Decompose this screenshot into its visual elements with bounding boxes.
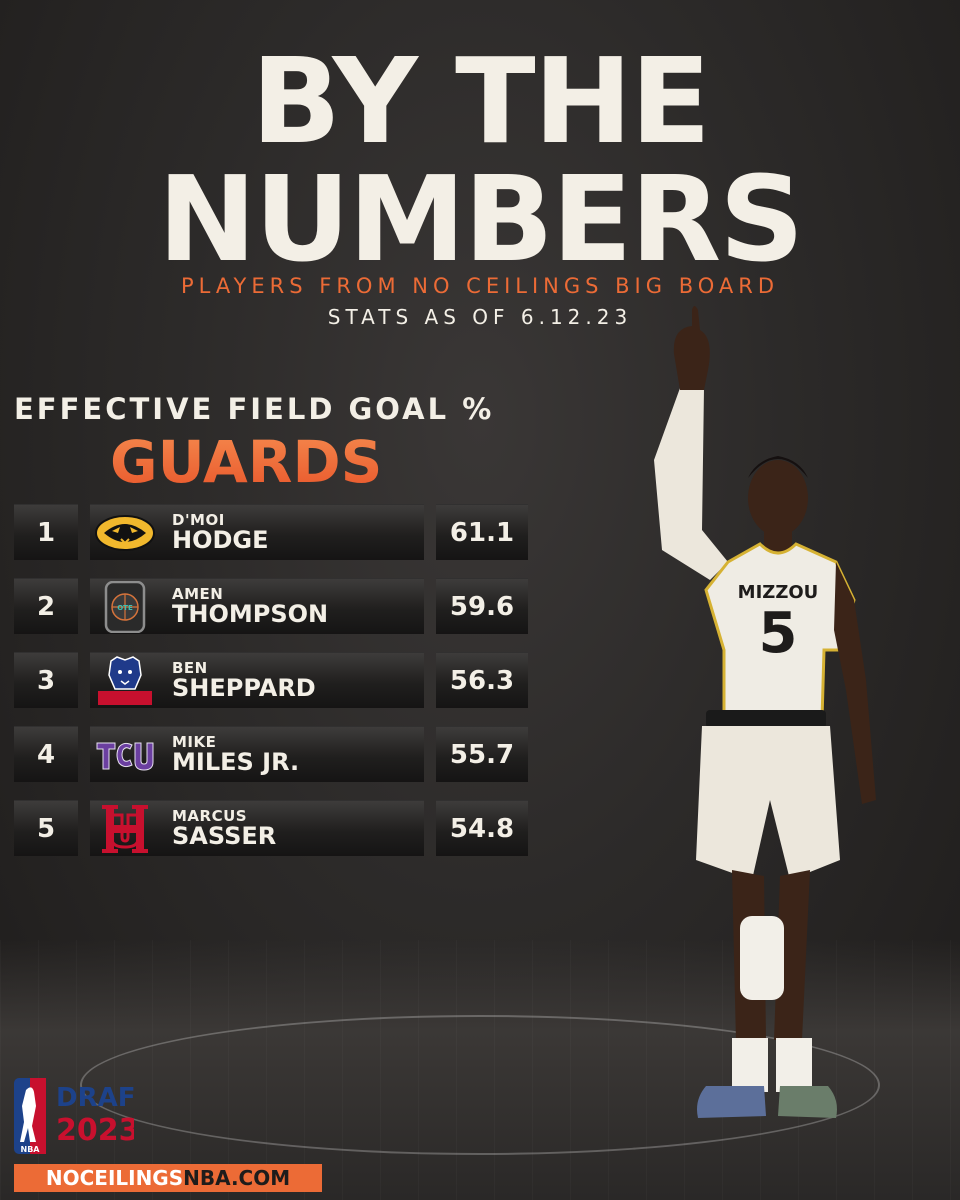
player-cell: OTE AMEN THOMPSON bbox=[90, 578, 424, 634]
player-first-name: D'MOI bbox=[172, 511, 225, 529]
player-first-name: BEN bbox=[172, 659, 208, 677]
stat-value: 59.6 bbox=[436, 578, 528, 634]
table-row: 4 MIKE MILES JR. 55.7 bbox=[14, 726, 528, 782]
table-row: 2 OTE AMEN THOMPSON 59.6 bbox=[14, 578, 528, 634]
player-last-name: SASSER bbox=[172, 822, 277, 850]
jersey-number: 5 bbox=[759, 601, 798, 666]
jersey-team: MIZZOU bbox=[738, 582, 819, 603]
player-first-name: AMEN bbox=[172, 585, 224, 603]
player-cell: D'MOI HODGE bbox=[90, 504, 424, 560]
rank-cell: 5 bbox=[14, 800, 78, 856]
rank-cell: 1 bbox=[14, 504, 78, 560]
stat-value: 61.1 bbox=[436, 504, 528, 560]
player-last-name: HODGE bbox=[172, 526, 269, 554]
page-title-line2: NUMBERS bbox=[157, 150, 804, 288]
stat-value: 56.3 bbox=[436, 652, 528, 708]
rank-cell: 2 bbox=[14, 578, 78, 634]
page-title-line1: BY THE bbox=[251, 32, 711, 170]
player-cell: BEN SHEPPARD bbox=[90, 652, 424, 708]
ote-logo: OTE bbox=[104, 581, 146, 633]
player-last-name: SHEPPARD bbox=[172, 674, 316, 702]
table-row: 1 D'MOI HODGE 61.1 bbox=[14, 504, 528, 560]
draft-year: 2023 bbox=[56, 1113, 134, 1148]
stat-value: 55.7 bbox=[436, 726, 528, 782]
svg-text:NBA: NBA bbox=[21, 1145, 41, 1154]
stat-value: 54.8 bbox=[436, 800, 528, 856]
houston-logo bbox=[102, 805, 148, 853]
category-title: GUARDS bbox=[110, 428, 383, 496]
draft-label: DRAFT bbox=[56, 1083, 134, 1113]
table-row: 3 BEN SHEPPARD 56.3 bbox=[14, 652, 528, 708]
table-row: 5 MARCUS SASSER 54.8 bbox=[14, 800, 528, 856]
rank-cell: 3 bbox=[14, 652, 78, 708]
player-last-name: MILES JR. bbox=[172, 748, 300, 776]
court-line bbox=[80, 1015, 880, 1155]
section-title: EFFECTIVE FIELD GOAL % bbox=[14, 392, 495, 426]
player-cell: MARCUS SASSER bbox=[90, 800, 424, 856]
subtitle: PLAYERS FROM NO CEILINGS BIG BOARD bbox=[180, 274, 780, 298]
site-part2: NBA.COM bbox=[183, 1166, 291, 1190]
tcu-logo bbox=[96, 742, 154, 771]
player-first-name: MIKE bbox=[172, 733, 217, 751]
svg-text:OTE: OTE bbox=[117, 604, 133, 612]
missouri-tiger-logo bbox=[95, 515, 155, 551]
site-part1: NOCEILINGS bbox=[45, 1166, 184, 1190]
belmont-bruin-logo bbox=[98, 656, 152, 705]
rank-cell: 4 bbox=[14, 726, 78, 782]
player-photo: MIZZOU 5 bbox=[654, 306, 876, 1118]
player-cell: MIKE MILES JR. bbox=[90, 726, 424, 782]
site-url-banner: NOCEILINGS NBA.COM bbox=[14, 1164, 322, 1192]
player-last-name: THOMPSON bbox=[172, 600, 329, 628]
player-first-name: MARCUS bbox=[172, 807, 248, 825]
nba-draft-logo: NBA DRAFT 2023 bbox=[14, 1078, 134, 1154]
stats-date: STATS AS OF 6.12.23 bbox=[327, 305, 633, 329]
